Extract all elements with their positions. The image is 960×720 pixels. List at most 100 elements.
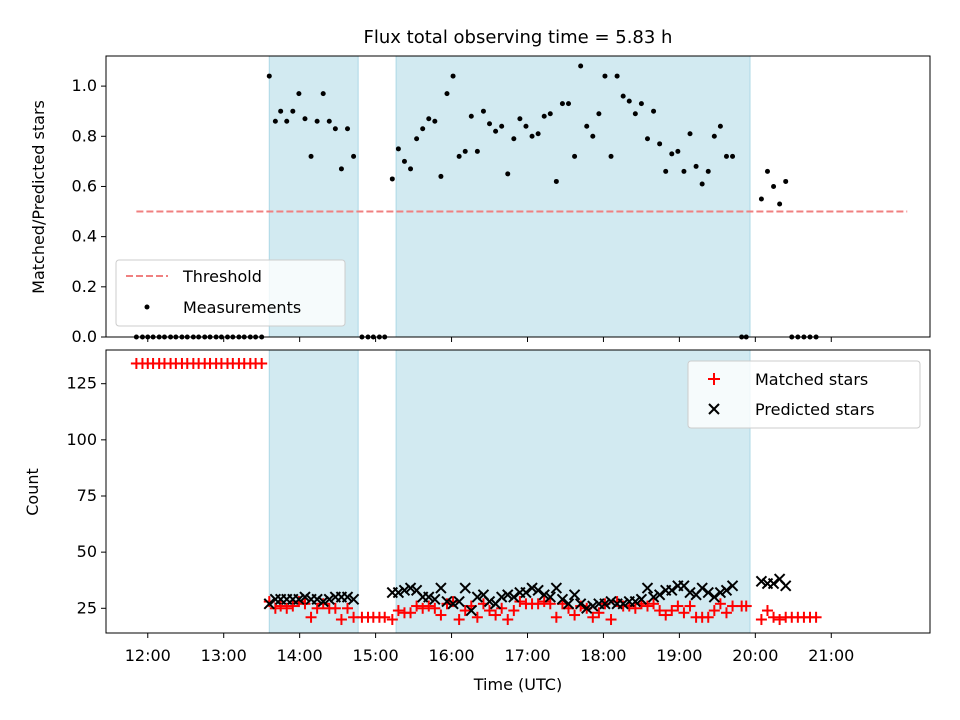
predicted-star-stroke-b xyxy=(532,584,544,597)
measurement-point xyxy=(414,136,420,142)
predicted-star-stroke-b xyxy=(453,595,465,608)
predicted-star-point xyxy=(453,595,465,608)
predicted-star-stroke-b xyxy=(429,593,441,606)
matched-star-point xyxy=(453,614,465,626)
predicted-star-stroke-b xyxy=(574,598,587,610)
predicted-star-stroke-b xyxy=(423,591,435,603)
count-panel: 25 50 75 100 125 12:00 13:00 14:00 15:00 16:00 17… xyxy=(23,349,931,694)
x-tick-label: 15:00 xyxy=(353,646,399,665)
matched-star-point xyxy=(405,607,417,619)
measurement-point xyxy=(480,108,486,114)
matched-star-point xyxy=(317,598,329,610)
measurement-point xyxy=(296,91,302,97)
predicted-star-stroke-b xyxy=(773,573,786,585)
predicted-star-point xyxy=(647,591,660,603)
matched-star-point xyxy=(508,605,520,617)
predicted-star-stroke-b xyxy=(465,604,478,617)
matched-star-point xyxy=(496,602,508,614)
predicted-star-stroke-b xyxy=(684,586,696,599)
observing-window xyxy=(395,55,751,338)
matched-star-point xyxy=(281,602,293,614)
measurement-point xyxy=(687,131,693,137)
matched-star-point xyxy=(654,605,666,617)
predicted-star-point xyxy=(317,595,329,608)
predicted-star-stroke-b xyxy=(581,602,593,615)
matched-star-point xyxy=(755,614,767,626)
matched-star-point xyxy=(287,600,299,612)
measurement-point xyxy=(432,118,438,124)
measurement-point xyxy=(338,166,344,172)
y-tick-label: 0.0 xyxy=(72,327,97,346)
observing-window xyxy=(268,349,359,634)
predicted-star-point xyxy=(398,584,411,597)
y-tick-label: 0.6 xyxy=(72,176,97,195)
measurement-point xyxy=(450,73,456,79)
count-legend: Matched stars Predicted stars xyxy=(687,360,921,429)
measurement-point xyxy=(493,128,499,134)
matched-star-point xyxy=(593,607,605,619)
measurement-point xyxy=(278,108,284,114)
measurement-point xyxy=(456,153,462,159)
matched-star-point xyxy=(441,598,453,610)
predicted-star-point xyxy=(581,602,593,615)
matched-star-point xyxy=(269,602,281,614)
predicted-star-point xyxy=(641,582,654,594)
predicted-star-point xyxy=(653,589,666,601)
predicted-star-stroke-b xyxy=(720,584,733,597)
measurement-point xyxy=(474,148,480,154)
matched-star-point xyxy=(648,598,660,610)
matched-star-point xyxy=(544,598,556,610)
measurement-point xyxy=(487,121,493,127)
predicted-star-point xyxy=(550,582,563,594)
predicted-star-point xyxy=(323,593,335,606)
matched-star-point xyxy=(714,598,726,610)
predicted-star-point xyxy=(726,580,739,592)
measurements-legend-swatch xyxy=(144,304,150,310)
predicted-star-point xyxy=(502,589,514,601)
measurement-point xyxy=(547,111,553,117)
predicted-star-point xyxy=(311,593,323,606)
measurement-point xyxy=(389,176,395,182)
predicted-star-point xyxy=(599,598,611,610)
threshold-legend-label: Threshold xyxy=(182,267,262,286)
predicted-star-stroke-b xyxy=(323,593,335,606)
matched-star-point xyxy=(720,607,732,619)
measurement-point xyxy=(596,111,602,117)
predicted-star-stroke-b xyxy=(347,593,360,606)
predicted-star-point xyxy=(767,577,780,590)
predicted-star-stroke-b xyxy=(708,591,721,603)
ratio-panel: 0.0 0.2 0.4 0.6 0.8 1.0 Matched/Predicted sta… xyxy=(29,55,931,346)
y-tick-label: 0.4 xyxy=(72,227,97,246)
measurement-point xyxy=(408,166,414,172)
matched-star-point xyxy=(550,611,562,623)
predicted-star-point xyxy=(423,591,435,603)
y-tick-label: 100 xyxy=(66,430,97,449)
measurement-point xyxy=(699,181,705,187)
predicted-star-point xyxy=(702,586,714,599)
predicted-star-point xyxy=(714,586,727,599)
matched-star-point xyxy=(774,614,786,626)
predicted-star-point xyxy=(684,586,696,599)
predicted-star-point xyxy=(562,598,575,610)
predicted-star-stroke-b xyxy=(538,589,550,601)
predicted-star-point xyxy=(447,598,459,610)
matched-star-point xyxy=(605,614,617,626)
predicted-star-stroke-b xyxy=(653,589,666,601)
predicted-star-stroke-b xyxy=(556,593,569,606)
measurement-point xyxy=(566,101,572,107)
predicted-star-point xyxy=(508,591,520,603)
predicted-star-stroke-b xyxy=(587,600,599,612)
predicted-star-point xyxy=(299,591,311,603)
predicted-star-stroke-b xyxy=(526,582,538,594)
measurement-point xyxy=(608,153,614,159)
matched-star-point xyxy=(411,600,423,612)
predicted-star-point xyxy=(429,593,441,606)
measurement-point xyxy=(284,118,290,124)
predicted-star-stroke-b xyxy=(629,595,642,608)
matched-star-point xyxy=(538,596,550,608)
predicted-star-point xyxy=(465,604,478,617)
measurement-point xyxy=(559,101,565,107)
predicted-star-stroke-b xyxy=(477,589,490,601)
predicted-star-stroke-b xyxy=(392,586,405,599)
